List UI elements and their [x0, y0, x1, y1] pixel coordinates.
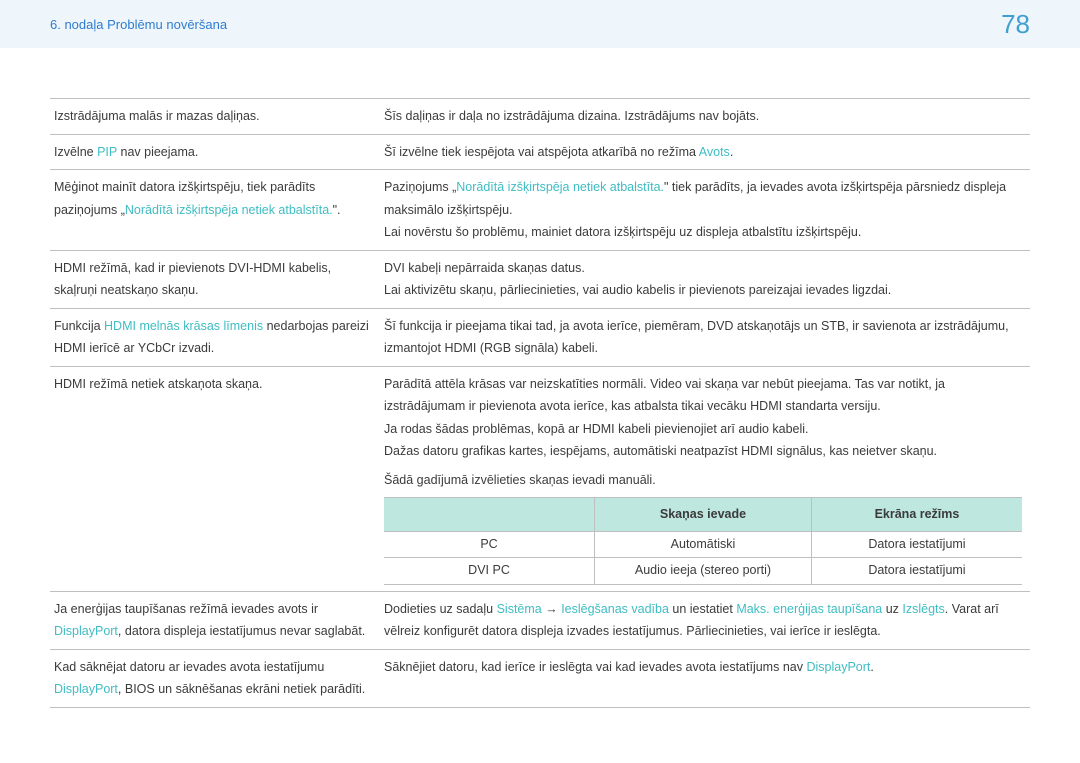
text: DVI kabeļi nepārraida skaņas datus.	[384, 257, 1022, 280]
solution-cell: Dodieties uz sadaļu Sistēma → Ieslēgšana…	[380, 591, 1030, 649]
text: un iestatiet	[669, 602, 736, 616]
text: .	[870, 660, 873, 674]
table-row: DVI PC Audio ieeja (stereo porti) Datora…	[384, 558, 1022, 585]
problem-cell: Funkcija HDMI melnās krāsas līmenis neda…	[50, 308, 380, 366]
text: Sāknējiet datoru, kad ierīce ir ieslēgta…	[384, 660, 806, 674]
text: Funkcija	[54, 319, 104, 333]
ui-term-link: DisplayPort	[806, 660, 870, 674]
text: Dodieties uz sadaļu	[384, 602, 497, 616]
table-row: Kad sāknējat datoru ar ievades avota ies…	[50, 649, 1030, 707]
page-number: 78	[1001, 9, 1030, 40]
ui-term-link: Norādītā izšķirtspēja netiek atbalstīta.	[456, 180, 664, 194]
cell: Audio ieeja (stereo porti)	[595, 558, 812, 585]
ui-term-link: Izslēgts	[902, 602, 944, 616]
text: HDMI režīmā netiek atskaņota skaņa.	[54, 377, 262, 391]
col-header: Skaņas ievade	[595, 498, 812, 532]
problem-cell: Ja enerģijas taupīšanas režīmā ievades a…	[50, 591, 380, 649]
cell: Datora iestatījumi	[811, 531, 1022, 558]
text: uz	[882, 602, 902, 616]
ui-term-link: PIP	[97, 145, 117, 159]
ui-term-link: HDMI melnās krāsas līmenis	[104, 319, 263, 333]
text: HDMI režīmā, kad ir pievienots DVI-HDMI …	[54, 261, 331, 298]
text: , datora displeja iestatījumus nevar sag…	[118, 624, 365, 638]
ui-term-link: DisplayPort	[54, 682, 118, 696]
text: .	[730, 145, 733, 159]
table-row: Mēģinot mainīt datora izšķirtspēju, tiek…	[50, 170, 1030, 251]
text: Lai novērstu šo problēmu, mainiet datora…	[384, 221, 1022, 244]
cell: DVI PC	[384, 558, 595, 585]
ui-term-link: Sistēma	[497, 602, 542, 616]
solution-cell: Sāknējiet datoru, kad ierīce ir ieslēgta…	[380, 649, 1030, 707]
problem-cell: Izvēlne PIP nav pieejama.	[50, 134, 380, 170]
problem-cell: Izstrādājuma malās ir mazas daļiņas.	[50, 99, 380, 135]
chapter-title: 6. nodaļa Problēmu novēršana	[50, 17, 227, 32]
problem-cell: Mēģinot mainīt datora izšķirtspēju, tiek…	[50, 170, 380, 251]
text: Šī izvēlne tiek iespējota vai atspējota …	[384, 145, 699, 159]
text: Šādā gadījumā izvēlieties skaņas ievadi …	[384, 469, 1022, 492]
text: Parādītā attēla krāsas var neizskatīties…	[384, 373, 1022, 418]
table-row: PC Automātiski Datora iestatījumi	[384, 531, 1022, 558]
text: nav pieejama.	[117, 145, 198, 159]
table-row: Funkcija HDMI melnās krāsas līmenis neda…	[50, 308, 1030, 366]
table-row: Ja enerģijas taupīšanas režīmā ievades a…	[50, 591, 1030, 649]
text: Ja rodas šādas problēmas, kopā ar HDMI k…	[384, 418, 1022, 441]
text: Paziņojums „	[384, 180, 456, 194]
table-header-row: Skaņas ievade Ekrāna režīms	[384, 498, 1022, 532]
text: Šīs daļiņas ir daļa no izstrādājuma diza…	[384, 109, 759, 123]
problem-cell: HDMI režīmā, kad ir pievienots DVI-HDMI …	[50, 250, 380, 308]
text: Izstrādājuma malās ir mazas daļiņas.	[54, 109, 260, 123]
table-row: Izvēlne PIP nav pieejama. Šī izvēlne tie…	[50, 134, 1030, 170]
ui-term-link: Norādītā izšķirtspēja netiek atbalstīta.	[125, 203, 333, 217]
table-row: HDMI režīmā, kad ir pievienots DVI-HDMI …	[50, 250, 1030, 308]
content-area: Izstrādājuma malās ir mazas daļiņas. Šīs…	[0, 48, 1080, 708]
cell: Datora iestatījumi	[811, 558, 1022, 585]
text: , BIOS un sāknēšanas ekrāni netiek parād…	[118, 682, 365, 696]
ui-term-link: DisplayPort	[54, 624, 118, 638]
sound-mode-table: Skaņas ievade Ekrāna režīms PC Automātis…	[384, 497, 1022, 585]
text: Dažas datoru grafikas kartes, iespējams,…	[384, 440, 1022, 463]
cell: Automātiski	[595, 531, 812, 558]
ui-term-link: Maks. enerģijas taupīšana	[736, 602, 882, 616]
solution-cell: DVI kabeļi nepārraida skaņas datus. Lai …	[380, 250, 1030, 308]
solution-cell: Šīs daļiņas ir daļa no izstrādājuma diza…	[380, 99, 1030, 135]
ui-term-link: Avots	[699, 145, 730, 159]
text: Lai aktivizētu skaņu, pārliecinieties, v…	[384, 279, 1022, 302]
solution-cell: Paziņojums „Norādītā izšķirtspēja netiek…	[380, 170, 1030, 251]
text: Kad sāknējat datoru ar ievades avota ies…	[54, 660, 324, 674]
text: Izvēlne	[54, 145, 97, 159]
ui-term-link: Ieslēgšanas vadība	[561, 602, 669, 616]
solution-cell: Šī izvēlne tiek iespējota vai atspējota …	[380, 134, 1030, 170]
col-header	[384, 498, 595, 532]
text: ".	[333, 203, 341, 217]
page-header: 6. nodaļa Problēmu novēršana 78	[0, 0, 1080, 48]
col-header: Ekrāna režīms	[811, 498, 1022, 532]
troubleshooting-table: Izstrādājuma malās ir mazas daļiņas. Šīs…	[50, 98, 1030, 708]
arrow: →	[542, 602, 561, 616]
solution-cell: Šī funkcija ir pieejama tikai tad, ja av…	[380, 308, 1030, 366]
text: Ja enerģijas taupīšanas režīmā ievades a…	[54, 602, 318, 616]
solution-cell: Parādītā attēla krāsas var neizskatīties…	[380, 366, 1030, 591]
cell: PC	[384, 531, 595, 558]
problem-cell: HDMI režīmā netiek atskaņota skaņa.	[50, 366, 380, 591]
problem-cell: Kad sāknējat datoru ar ievades avota ies…	[50, 649, 380, 707]
table-row: Izstrādājuma malās ir mazas daļiņas. Šīs…	[50, 99, 1030, 135]
table-row: HDMI režīmā netiek atskaņota skaņa. Parā…	[50, 366, 1030, 591]
text: Šī funkcija ir pieejama tikai tad, ja av…	[384, 319, 1009, 356]
